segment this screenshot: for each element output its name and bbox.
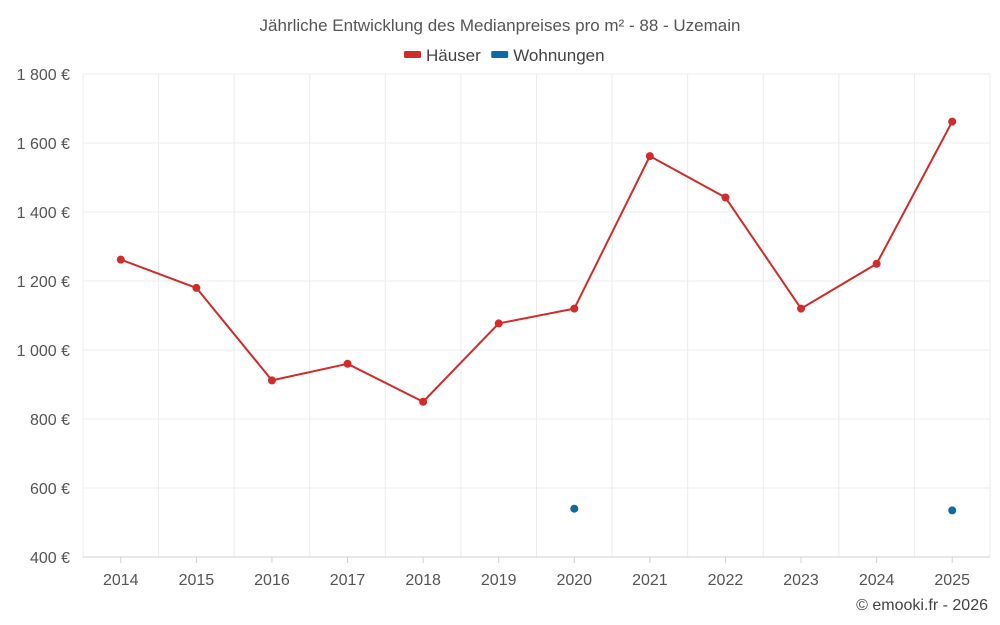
y-tick-label: 800 € bbox=[30, 412, 70, 429]
y-tick-label: 1 600 € bbox=[17, 136, 70, 153]
data-point[interactable]: Häuser 2025: 1662 € bbox=[948, 117, 957, 126]
y-tick-label: 1 200 € bbox=[17, 274, 70, 291]
legend-label: Wohnungen bbox=[513, 46, 604, 65]
x-tick-label: 2018 bbox=[405, 572, 441, 589]
x-tick-label: 2023 bbox=[783, 572, 819, 589]
legend-swatch bbox=[404, 51, 421, 58]
x-tick-label: 2024 bbox=[859, 572, 895, 589]
data-point[interactable]: Häuser 2020: 1120 € bbox=[570, 304, 579, 313]
series: Häuser 2014: 1262 € Häuser 2015: 1180 € Hä… bbox=[116, 117, 957, 515]
x-tick-label: 2016 bbox=[254, 572, 290, 589]
y-tick-label: 1 400 € bbox=[17, 205, 70, 222]
data-point[interactable]: Häuser 2018: 850 € bbox=[419, 397, 428, 406]
legend[interactable]: Häuser Wohnungen bbox=[404, 46, 605, 65]
x-tick-label: 2019 bbox=[481, 572, 517, 589]
data-point[interactable]: Wohnungen 2020: 540 € bbox=[570, 504, 579, 513]
data-point[interactable]: Häuser 2014: 1262 € bbox=[116, 255, 125, 264]
credit-text: © emooki.fr - 2026 bbox=[856, 597, 988, 614]
legend-item-häuser[interactable]: Häuser bbox=[404, 46, 481, 65]
y-tick-label: 600 € bbox=[30, 481, 70, 498]
data-point[interactable]: Wohnungen 2025: 535 € bbox=[948, 506, 957, 515]
legend-swatch bbox=[491, 51, 509, 58]
x-tick-label: 2015 bbox=[179, 572, 215, 589]
y-tick-label: 1 800 € bbox=[17, 67, 70, 84]
data-point[interactable]: Häuser 2015: 1180 € bbox=[192, 283, 201, 292]
data-point[interactable]: Häuser 2024: 1250 € bbox=[872, 259, 881, 268]
series-wohnungen: Wohnungen 2020: 540 € Wohnungen 2025: 535… bbox=[570, 504, 957, 515]
data-point[interactable]: Häuser 2023: 1120 € bbox=[797, 304, 806, 313]
x-tick-label: 2021 bbox=[632, 572, 668, 589]
chart-title: Jährliche Entwicklung des Medianpreises … bbox=[260, 16, 741, 35]
x-tick-label: 2020 bbox=[556, 572, 592, 589]
x-tick-label: 2025 bbox=[934, 572, 970, 589]
data-point[interactable]: Häuser 2017: 960 € bbox=[343, 359, 352, 368]
series-häuser: Häuser 2014: 1262 € Häuser 2015: 1180 € Hä… bbox=[116, 117, 957, 406]
y-tick-label: 1 000 € bbox=[17, 343, 70, 360]
series-line bbox=[120, 121, 954, 403]
grid bbox=[82, 73, 991, 558]
data-point[interactable]: Häuser 2022: 1442 € bbox=[721, 193, 730, 202]
x-tick-label: 2017 bbox=[330, 572, 366, 589]
legend-item-wohnungen[interactable]: Wohnungen bbox=[491, 46, 605, 65]
data-point[interactable]: Häuser 2016: 912 € bbox=[267, 376, 276, 385]
y-tick-label: 400 € bbox=[30, 550, 70, 567]
x-tick-label: 2022 bbox=[708, 572, 744, 589]
legend-label: Häuser bbox=[426, 46, 481, 65]
axes: 400 € 600 € 800 € 1 000 € 1 200 € 1 400 € 1 60… bbox=[17, 67, 990, 589]
data-point[interactable]: Häuser 2021: 1562 € bbox=[645, 152, 654, 161]
data-point[interactable]: Häuser 2019: 1077 € bbox=[494, 319, 503, 328]
x-tick-label: 2014 bbox=[103, 572, 139, 589]
